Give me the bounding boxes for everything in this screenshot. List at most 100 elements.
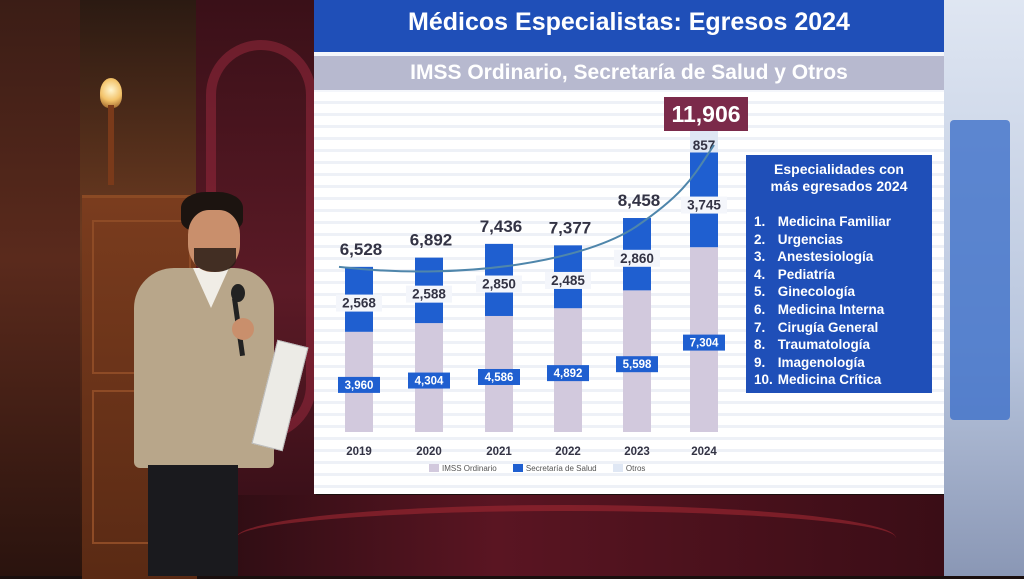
total-label: 6,892 bbox=[410, 231, 453, 250]
background-curtain-left bbox=[0, 0, 80, 576]
slide-subtitle: IMSS Ordinario, Secretaría de Salud y Ot… bbox=[410, 61, 848, 84]
specialty-item: 8. Traumatología bbox=[754, 336, 930, 354]
microphone-icon bbox=[231, 284, 245, 302]
trend-line bbox=[338, 144, 715, 273]
data-label: 3,745 bbox=[687, 198, 721, 213]
specialty-label: Traumatología bbox=[777, 337, 871, 353]
specialty-label: Medicina Crítica bbox=[777, 372, 882, 388]
specialty-number: 3. bbox=[754, 249, 766, 265]
specialty-label: Pediatría bbox=[777, 266, 835, 282]
presenter-hand bbox=[232, 318, 254, 340]
panel-title-line1: Especialidades con bbox=[774, 161, 904, 177]
presenter-pants bbox=[148, 465, 238, 576]
data-label: 857 bbox=[693, 138, 716, 153]
legend-swatch-imss bbox=[429, 464, 439, 473]
x-tick-label: 2023 bbox=[624, 446, 650, 458]
legend-item-otros: Otros bbox=[612, 463, 646, 473]
specialty-label: Medicina Familiar bbox=[777, 214, 892, 229]
presenter-jacket bbox=[134, 268, 274, 468]
data-label: 2,485 bbox=[551, 273, 585, 288]
specialty-number: 2. bbox=[754, 231, 766, 247]
total-label: 7,436 bbox=[480, 217, 523, 236]
data-label-box bbox=[683, 334, 725, 351]
specialty-item: 4. Pediatría bbox=[754, 266, 930, 284]
stacked-bar-chart: 3,960 2,568 6,528 2019 4,304 2,588 6,892 2020 4,… bbox=[336, 130, 727, 458]
total-label: 8,458 bbox=[618, 191, 661, 210]
legend-item-imss: IMSS Ordinario bbox=[429, 463, 497, 473]
specialties-list: 1. Medicina Familiar 2. Urgencias 3. Ane… bbox=[754, 213, 930, 389]
legend-label-otros: Otros bbox=[625, 463, 646, 473]
x-tick-label: 2020 bbox=[416, 446, 442, 458]
specialty-number: 10. bbox=[754, 372, 773, 388]
data-label-box bbox=[547, 365, 589, 382]
data-label-box bbox=[478, 368, 520, 385]
specialty-label: Cirugía General bbox=[777, 319, 879, 335]
data-label-box bbox=[545, 271, 591, 289]
wall-lamp-stem bbox=[108, 105, 114, 185]
data-label: 2,850 bbox=[482, 277, 516, 292]
x-tick-label: 2021 bbox=[486, 446, 512, 458]
data-label-box bbox=[338, 376, 380, 393]
specialty-number: 7. bbox=[754, 319, 766, 335]
subtitle-bar bbox=[314, 56, 944, 90]
specialty-number: 6. bbox=[754, 301, 766, 317]
panel-title: Especialidades con más egresados 2024 bbox=[746, 161, 932, 195]
specialty-item: 7. Cirugía General bbox=[754, 319, 930, 337]
data-label-box bbox=[476, 275, 522, 293]
specialty-label: Urgencias bbox=[777, 231, 844, 247]
data-label-box bbox=[336, 294, 382, 312]
data-label-box bbox=[614, 249, 660, 267]
legend-swatch-secretaria bbox=[512, 464, 523, 473]
x-tick-label: 2019 bbox=[346, 446, 372, 458]
specialty-item: 3. Anestesiología bbox=[754, 248, 930, 266]
specialty-item: 5. Ginecología bbox=[754, 283, 930, 301]
data-label: 3,960 bbox=[345, 380, 374, 392]
panel-title-line2: más egresados 2024 bbox=[770, 178, 908, 194]
data-label: 2,588 bbox=[412, 287, 446, 302]
x-tick-label: 2022 bbox=[555, 446, 581, 458]
data-label: 4,892 bbox=[554, 368, 583, 380]
total-label: 6,528 bbox=[340, 240, 383, 259]
data-label: 4,304 bbox=[415, 376, 444, 388]
specialty-number: 4. bbox=[754, 266, 766, 282]
data-label: 5,598 bbox=[623, 359, 652, 371]
chart-legend: IMSS Ordinario Secretaría de Salud Otros bbox=[429, 463, 759, 477]
specialty-number: 1. bbox=[754, 214, 766, 229]
title-bar bbox=[314, 0, 944, 52]
specialty-item: 6. Medicina Interna bbox=[754, 301, 930, 319]
legend-label-secretaria: Secretaría de Salud bbox=[525, 463, 597, 473]
specialty-label: Medicina Interna bbox=[777, 301, 885, 317]
data-label-box bbox=[616, 356, 658, 373]
specialty-number: 9. bbox=[754, 354, 766, 370]
data-label-box bbox=[408, 372, 450, 389]
specialty-number: 8. bbox=[754, 337, 766, 353]
legend-label-imss: IMSS Ordinario bbox=[442, 463, 497, 473]
stage-floor bbox=[196, 495, 944, 576]
data-label: 4,586 bbox=[485, 372, 514, 384]
x-tick-label: 2024 bbox=[691, 446, 717, 458]
specialty-item: 9. Imagenología bbox=[754, 354, 930, 372]
legend-swatch-otros bbox=[612, 464, 623, 473]
specialty-item: 1. Medicina Familiar bbox=[754, 213, 930, 231]
specialty-item: 10. Medicina Crítica bbox=[754, 371, 930, 389]
legend-item-secretaria: Secretaría de Salud bbox=[512, 463, 597, 473]
wall-lamp bbox=[100, 78, 122, 108]
specialty-label: Imagenología bbox=[777, 354, 865, 370]
specialty-item: 2. Urgencias bbox=[754, 231, 930, 249]
data-label: 2,860 bbox=[620, 251, 654, 266]
top-specialties-panel: Especialidades con más egresados 2024 1.… bbox=[746, 155, 932, 393]
data-label-box bbox=[681, 196, 727, 214]
presentation-screen: Médicos Especialistas: Egresos 2024 IMSS… bbox=[314, 0, 944, 494]
data-label: 7,304 bbox=[690, 338, 719, 350]
data-label-box bbox=[406, 285, 452, 303]
bar-segment bbox=[690, 130, 718, 153]
slide-title: Médicos Especialistas: Egresos 2024 bbox=[408, 8, 850, 36]
total-highlight-box: 11,906 bbox=[664, 97, 748, 131]
presenter-beard bbox=[194, 248, 236, 272]
total-label: 7,377 bbox=[549, 218, 592, 237]
specialty-number: 5. bbox=[754, 284, 766, 300]
specialty-label: Anestesiología bbox=[777, 249, 874, 265]
background-screen-edge bbox=[950, 120, 1010, 420]
data-label: 2,568 bbox=[342, 296, 376, 311]
specialty-label: Ginecología bbox=[777, 284, 856, 300]
